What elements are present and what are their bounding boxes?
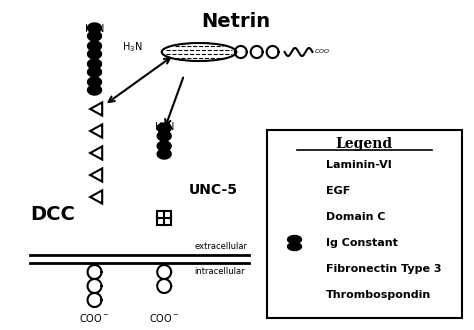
Text: COO$^-$: COO$^-$: [149, 312, 180, 324]
Text: H$_3$N: H$_3$N: [154, 120, 174, 134]
Polygon shape: [88, 49, 101, 59]
Text: Ig Constant: Ig Constant: [327, 238, 398, 248]
Ellipse shape: [162, 43, 237, 61]
Ellipse shape: [278, 159, 311, 171]
Text: EGF: EGF: [327, 186, 351, 196]
Polygon shape: [157, 131, 171, 141]
Polygon shape: [157, 141, 171, 151]
Text: H$_3$N: H$_3$N: [122, 40, 142, 54]
Polygon shape: [288, 236, 301, 244]
Polygon shape: [157, 149, 171, 159]
Text: UNC-5: UNC-5: [189, 183, 238, 197]
Polygon shape: [88, 41, 101, 51]
Polygon shape: [88, 23, 101, 33]
Polygon shape: [88, 85, 101, 95]
Text: Legend: Legend: [336, 137, 393, 151]
Text: DCC: DCC: [30, 206, 75, 224]
Bar: [267, 130, 462, 318]
Polygon shape: [88, 77, 101, 87]
Text: Fibronectin Type 3: Fibronectin Type 3: [327, 264, 442, 274]
Text: H$_3$N: H$_3$N: [84, 22, 105, 36]
Text: Thrombospondin: Thrombospondin: [327, 290, 432, 300]
Polygon shape: [88, 31, 101, 41]
Polygon shape: [157, 123, 171, 133]
Polygon shape: [88, 67, 101, 77]
Text: intracellular: intracellular: [194, 267, 245, 276]
Polygon shape: [88, 59, 101, 69]
Bar: [289, 289, 301, 301]
Text: Netrin: Netrin: [201, 12, 270, 31]
Text: $_{COO}$: $_{COO}$: [314, 48, 331, 56]
Text: COO$^-$: COO$^-$: [79, 312, 110, 324]
Polygon shape: [288, 243, 301, 250]
Text: Laminin-VI: Laminin-VI: [327, 160, 392, 170]
Text: Domain C: Domain C: [327, 212, 386, 222]
Text: extracellular: extracellular: [194, 242, 247, 251]
Bar: [157, 211, 171, 225]
